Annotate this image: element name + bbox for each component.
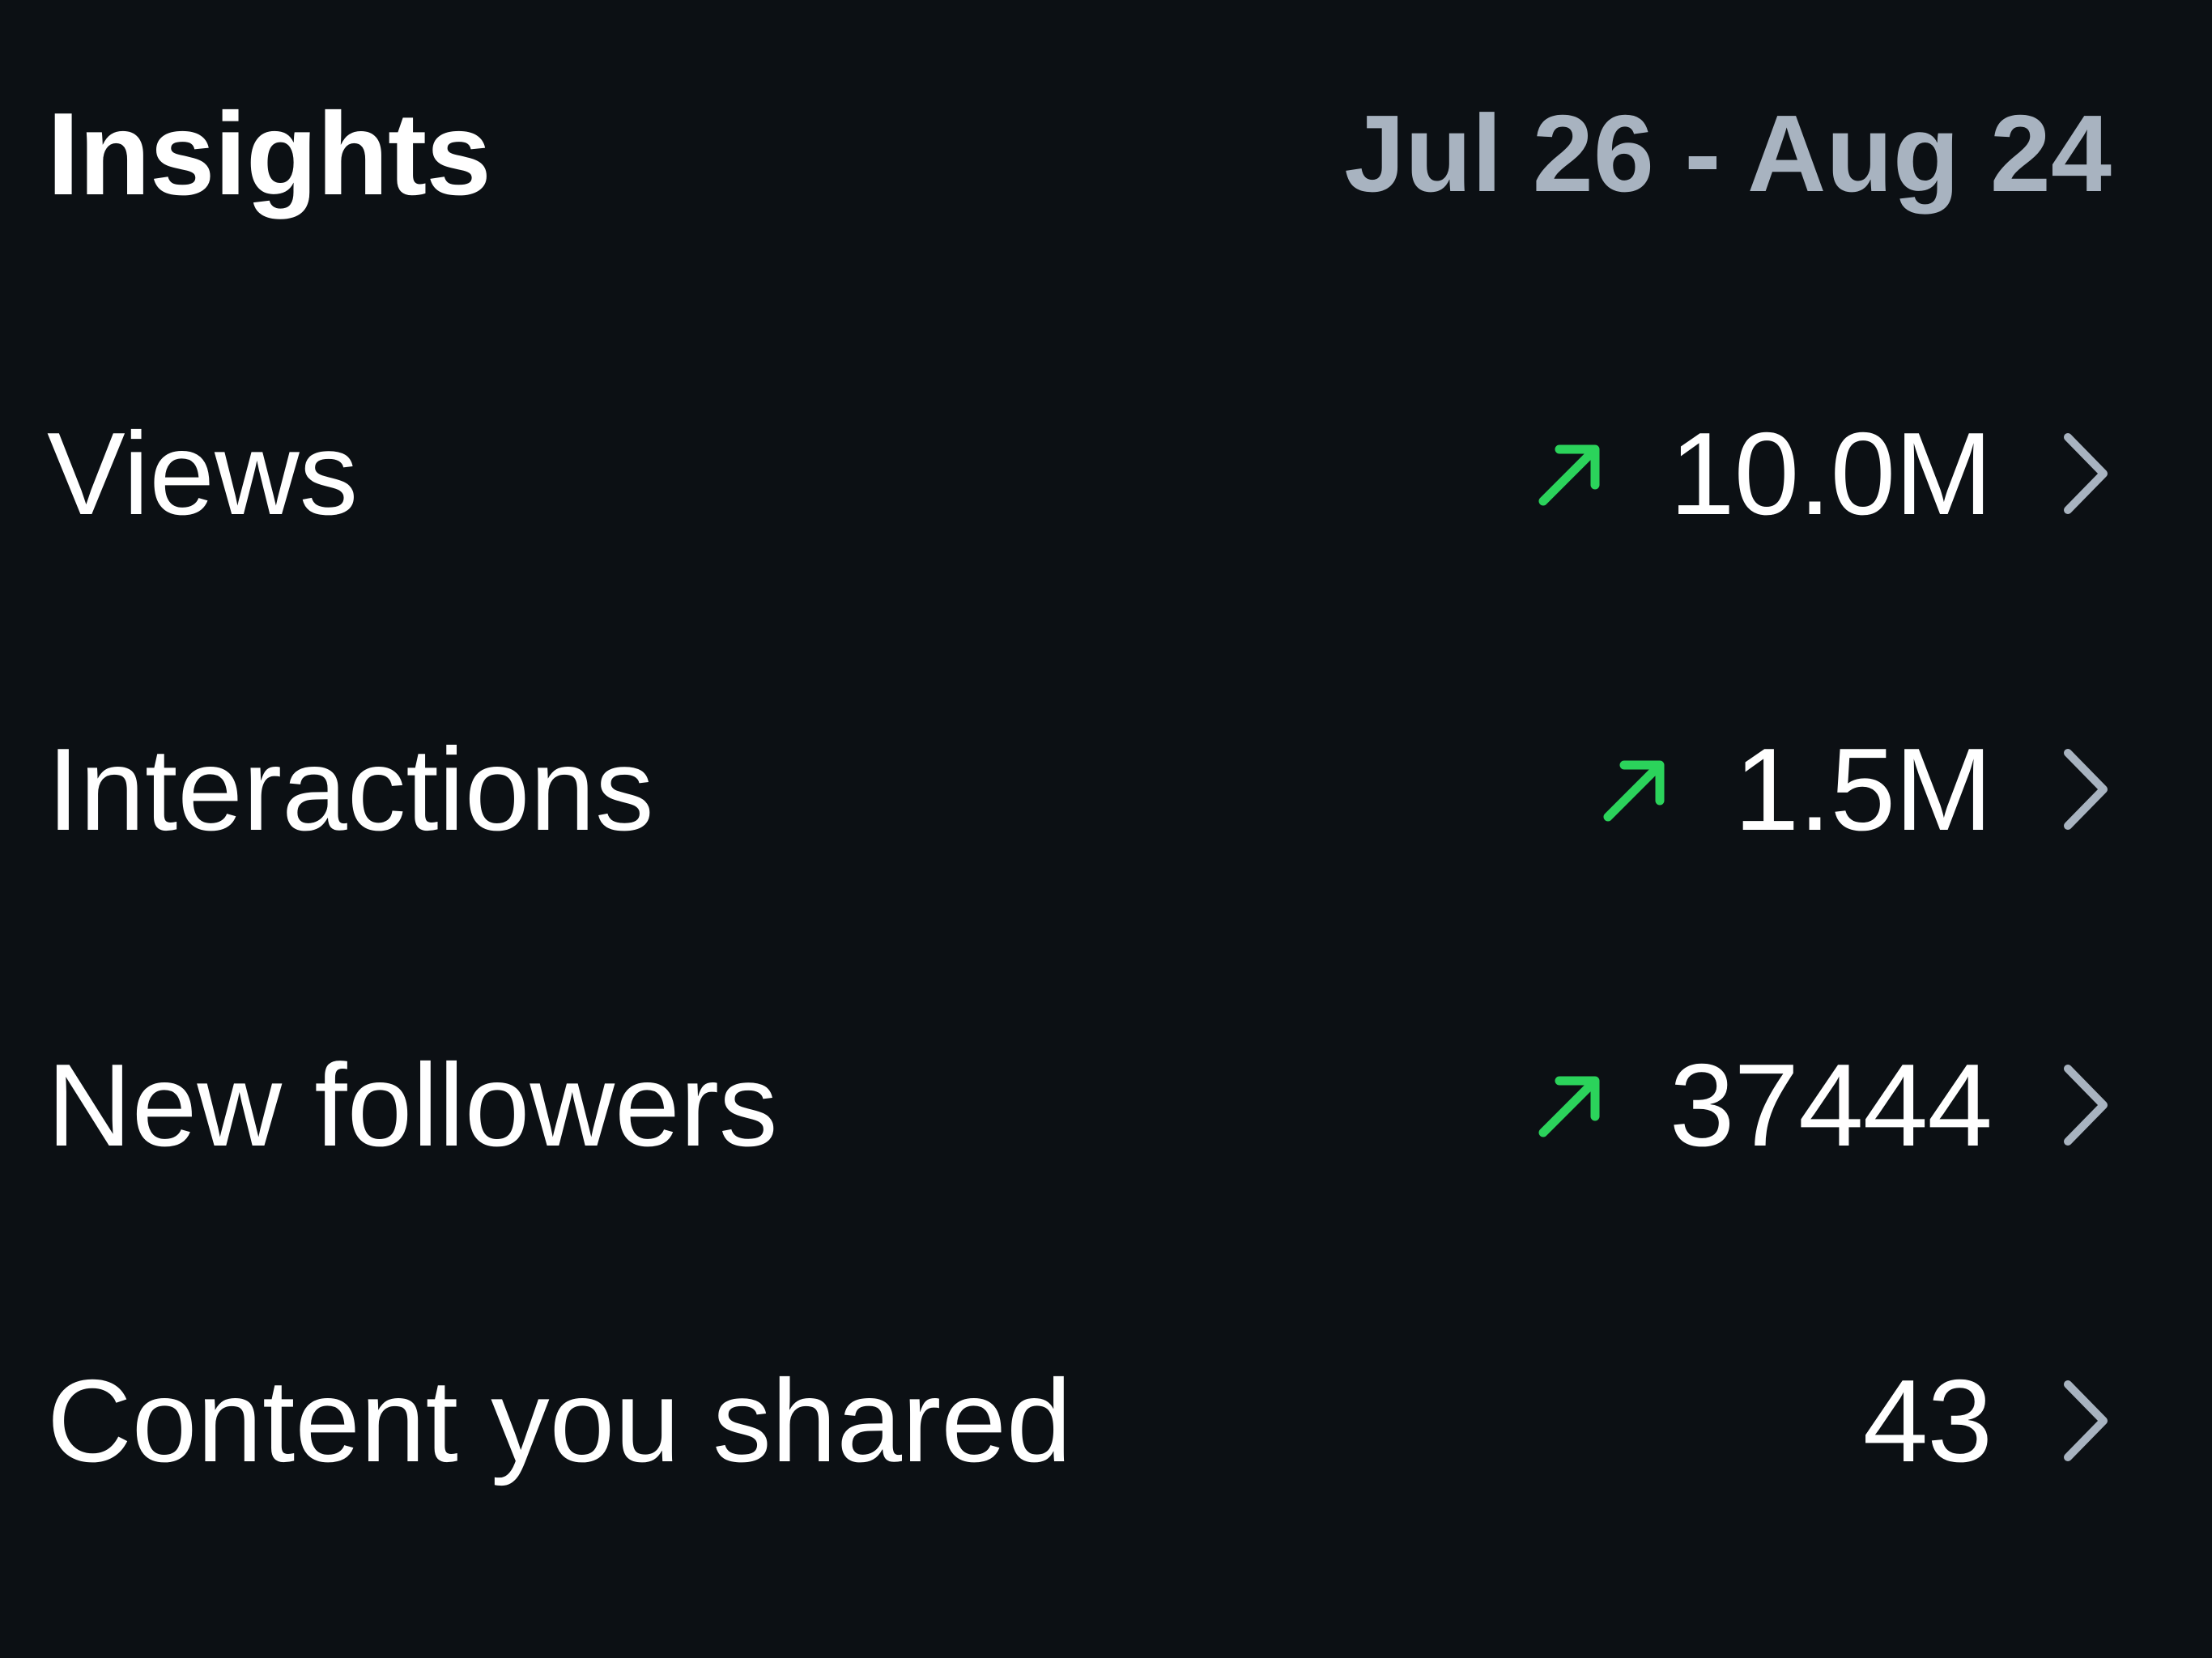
insight-row-interactions[interactable]: Interactions 1.5M (47, 692, 2112, 886)
trend-up-arrow-icon (1535, 1069, 1606, 1141)
row-metric: 37444 (1535, 1008, 2112, 1202)
row-metric: 43 (1863, 1324, 2112, 1518)
row-label: Views (47, 408, 359, 539)
row-value: 10.0M (1670, 408, 1993, 539)
insights-header: Insights Jul 26 - Aug 24 (47, 89, 2112, 219)
row-metric: 10.0M (1535, 376, 2112, 571)
date-range-selector[interactable]: Jul 26 - Aug 24 (1344, 92, 2112, 215)
row-label: New followers (47, 1039, 778, 1171)
trend-up-arrow-icon (1600, 754, 1671, 825)
chevron-right-icon (2060, 1372, 2112, 1469)
row-value: 37444 (1669, 1039, 1993, 1171)
insight-row-views[interactable]: Views 10.0M (47, 376, 2112, 571)
trend-up-arrow-icon (1535, 438, 1606, 509)
page-title: Insights (47, 88, 491, 219)
chevron-right-icon (2060, 1056, 2112, 1154)
chevron-right-icon (2060, 741, 2112, 838)
chevron-right-icon (2060, 425, 2112, 522)
insight-row-content-shared[interactable]: Content you shared 43 (47, 1324, 2112, 1518)
row-value: 1.5M (1733, 724, 1993, 855)
insight-row-new-followers[interactable]: New followers 37444 (47, 1008, 2112, 1202)
row-label: Interactions (47, 724, 654, 855)
row-value: 43 (1862, 1355, 1993, 1486)
row-label: Content you shared (47, 1355, 1072, 1486)
row-metric: 1.5M (1600, 692, 2112, 886)
